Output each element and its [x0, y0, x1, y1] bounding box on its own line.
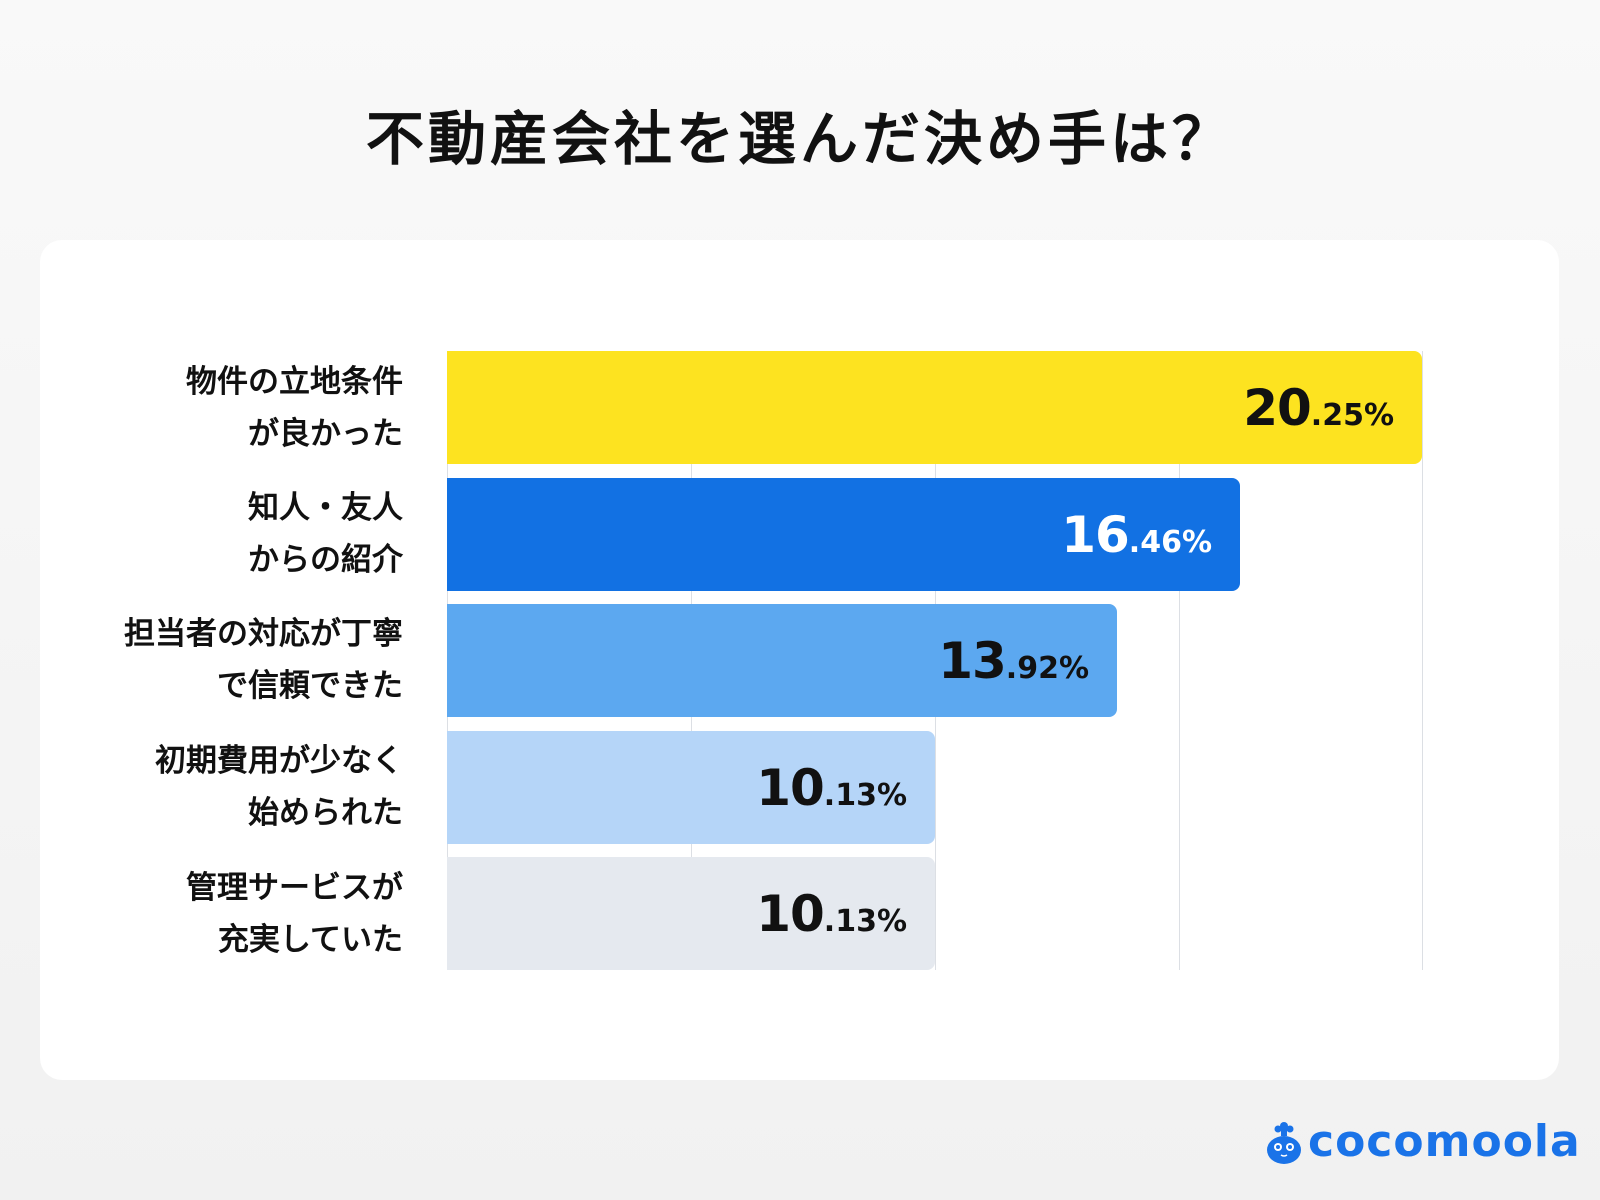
row-label-line2: 始められた — [248, 795, 403, 831]
logo-text: cocomoola — [1308, 1116, 1581, 1167]
row-label-line1: 管理サービスが — [186, 870, 403, 906]
value-decimal: .13% — [823, 777, 907, 813]
chart-title: 不動産会社を選んだ決め手は？ — [365, 105, 1234, 173]
row-label-line2: が良かった — [248, 416, 403, 452]
row-label-line2: からの紹介 — [248, 542, 403, 578]
value-integer: 20 — [1243, 378, 1312, 437]
row-label-line1: 物件の立地条件 — [186, 364, 403, 400]
mascot-icon — [1267, 1122, 1301, 1164]
row-label-referral: 知人・友人 からの紹介 — [3, 482, 403, 586]
row-label-line1: 知人・友人 — [248, 490, 403, 526]
bar-value: 13.92% — [938, 632, 1089, 690]
bar-initial-cost: 10.13% — [447, 731, 935, 844]
value-integer: 10 — [756, 884, 825, 943]
value-decimal: .25% — [1310, 397, 1394, 433]
row-label-line2: 充実していた — [217, 922, 403, 958]
bar-value: 10.13% — [756, 759, 907, 817]
value-integer: 10 — [756, 758, 825, 817]
bar-value: 10.13% — [756, 885, 907, 943]
bar-location: 20.25% — [447, 351, 1422, 464]
bar-value: 20.25% — [1243, 379, 1394, 437]
bar-value: 16.46% — [1061, 506, 1212, 564]
row-label-initial-cost: 初期費用が少なく 始められた — [3, 735, 403, 839]
row-label-management: 管理サービスが 充実していた — [3, 862, 403, 966]
bar-staff: 13.92% — [447, 604, 1117, 717]
row-label-location: 物件の立地条件 が良かった — [3, 356, 403, 460]
row-label-line2: で信頼できた — [217, 668, 403, 704]
bar-management: 10.13% — [447, 857, 935, 970]
row-label-line1: 担当者の対応が丁寧 — [124, 616, 403, 652]
row-label-staff: 担当者の対応が丁寧 で信頼できた — [3, 608, 403, 712]
gridline-20 — [1422, 351, 1423, 970]
cocomoola-logo: cocomoola — [1266, 1118, 1581, 1166]
gridline-15 — [1179, 351, 1180, 970]
value-integer: 13 — [938, 631, 1007, 690]
bar-referral: 16.46% — [447, 478, 1240, 591]
value-decimal: .46% — [1128, 524, 1212, 560]
value-integer: 16 — [1061, 505, 1130, 564]
row-label-line1: 初期費用が少なく — [155, 743, 403, 779]
value-decimal: .92% — [1005, 650, 1089, 686]
value-decimal: .13% — [823, 903, 907, 939]
